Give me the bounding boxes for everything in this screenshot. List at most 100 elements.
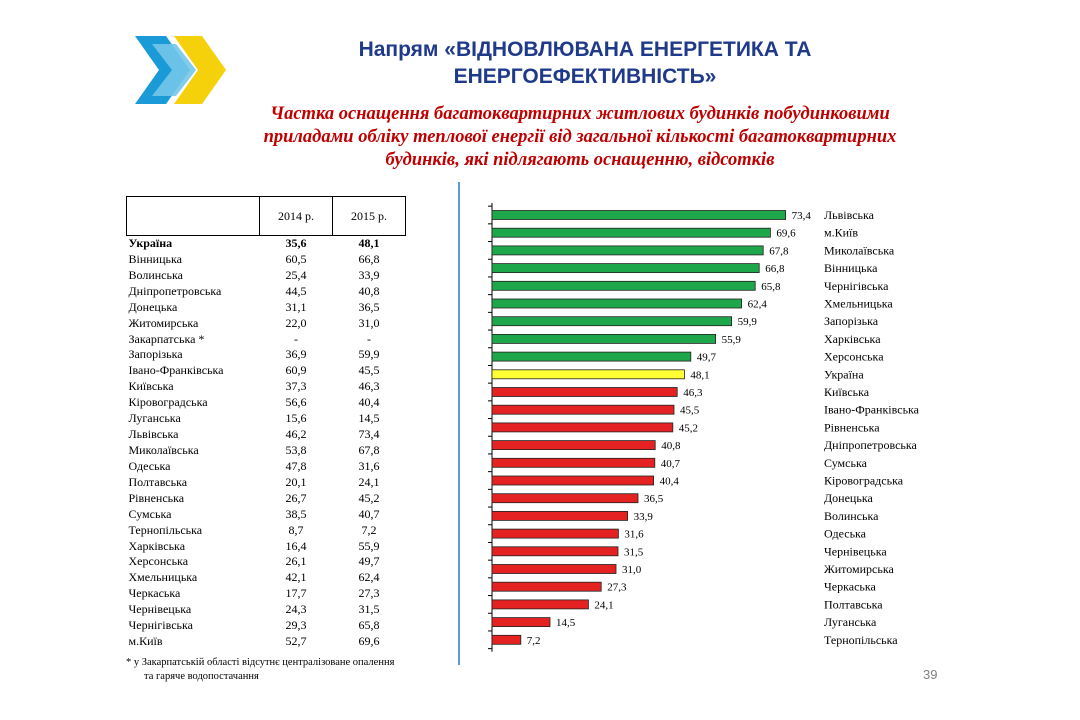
table-row: Запорізька 36,9 59,9 bbox=[127, 347, 406, 363]
table-cell-2014: 36,9 bbox=[285, 347, 307, 362]
table-cell-2014: 8,7 bbox=[288, 522, 304, 537]
chart-value-label: 40,4 bbox=[660, 476, 680, 488]
table-cell-region: Закарпатська * bbox=[128, 331, 205, 346]
table-cell-region: Донецька bbox=[128, 299, 178, 314]
table-cell-2014: 20,1 bbox=[285, 474, 307, 489]
chart-bar bbox=[491, 634, 522, 645]
table-cell-2014: 16,4 bbox=[285, 538, 307, 553]
chart-bar bbox=[491, 280, 756, 291]
chart-category-label: Запорізька bbox=[824, 314, 879, 328]
table-row: Волинська 25,4 33,9 bbox=[127, 268, 406, 284]
chart-value-label: 69,6 bbox=[776, 228, 796, 240]
chart-bar bbox=[491, 351, 692, 362]
table-row: Луганська 15,6 14,5 bbox=[127, 411, 406, 427]
chart-category-label: Житомирська bbox=[824, 562, 894, 576]
table-row: м.Київ 52,7 69,6 bbox=[127, 634, 406, 650]
table-row: Харківська 16,4 55,9 bbox=[127, 539, 406, 555]
chart-value-label: 67,8 bbox=[769, 245, 789, 257]
chart-bar bbox=[491, 617, 551, 628]
chart-bar bbox=[491, 316, 733, 327]
chart-value-label: 45,5 bbox=[680, 405, 700, 417]
table-cell-2014: - bbox=[294, 331, 298, 346]
table-cell-2014: 31,1 bbox=[285, 299, 307, 314]
table-cell-2014: 15,6 bbox=[285, 411, 307, 426]
table-cell-2015: 31,5 bbox=[358, 602, 380, 617]
table-cell-region: Харківська bbox=[128, 538, 186, 553]
chart-value-label: 7,2 bbox=[527, 635, 541, 647]
chart-value-label: 45,2 bbox=[679, 422, 698, 434]
table-row: Донецька 31,1 36,5 bbox=[127, 300, 406, 316]
table-cell-2014: 56,6 bbox=[285, 395, 307, 410]
table-row: Миколаївська 53,8 67,8 bbox=[127, 443, 406, 459]
table-cell-region: Тернопільська bbox=[128, 522, 203, 537]
table-cell-2015: 65,8 bbox=[358, 618, 380, 633]
slide-title-line-2: ЕНЕРГОЕФЕКТИВНІСТЬ» bbox=[453, 65, 717, 88]
table-cell-2014: 25,4 bbox=[285, 267, 307, 282]
table-cell-2015: 55,9 bbox=[358, 538, 380, 553]
table-cell-2015: 49,7 bbox=[358, 554, 380, 569]
chart-bar bbox=[491, 546, 619, 557]
chart-bar bbox=[491, 528, 619, 539]
table-row: Хмельницька 42,1 62,4 bbox=[127, 570, 406, 586]
table-row: Львівська 46,2 73,4 bbox=[127, 427, 406, 443]
footnote-line-1: * у Закарпатській області відсутнє центр… bbox=[126, 657, 395, 668]
table-cell-2015: 40,8 bbox=[358, 283, 380, 298]
table-row: Херсонська 26,1 49,7 bbox=[127, 554, 406, 570]
table-cell-2015: 40,4 bbox=[358, 395, 380, 410]
chart-value-label: 40,7 bbox=[661, 458, 681, 470]
chart-bar bbox=[491, 210, 787, 220]
table-cell-2015: 40,7 bbox=[358, 506, 380, 521]
table-row: Київська 37,3 46,3 bbox=[127, 379, 406, 395]
table-cell-2015: 48,1 bbox=[332, 234, 406, 252]
chart-value-label: 73,4 bbox=[792, 210, 812, 222]
table-row: Вінницька 60,5 66,8 bbox=[127, 252, 406, 268]
chart-category-label: Донецька bbox=[824, 491, 873, 505]
table-cell-2015: 73,4 bbox=[358, 427, 380, 442]
table-cell-2014: 29,3 bbox=[285, 618, 307, 633]
chart-category-label: Харківська bbox=[824, 332, 881, 346]
chart-category-label: Полтавська bbox=[824, 597, 883, 611]
table-cell-region: Львівська bbox=[128, 427, 179, 442]
table-cell-2015: 66,8 bbox=[358, 251, 380, 266]
chart-value-label: 40,8 bbox=[661, 440, 681, 452]
table-cell-region: Полтавська bbox=[128, 474, 188, 489]
table-header-2014: 2014 р. bbox=[259, 196, 333, 236]
chart-category-label: Рівненська bbox=[824, 420, 880, 434]
table-body: Україна 35,6 48,1 Вінницька 60,5 66,8 Волинськ… bbox=[126, 234, 406, 650]
chart-value-label: 33,9 bbox=[634, 511, 654, 523]
chart-value-label: 31,6 bbox=[624, 529, 644, 541]
table-cell-region: Вінницька bbox=[128, 251, 182, 266]
table-cell-2014: 17,7 bbox=[285, 586, 307, 601]
table-cell-region: Херсонська bbox=[128, 554, 189, 569]
table-row: Чернівецька 24,3 31,5 bbox=[127, 602, 406, 618]
table-cell-2015: 62,4 bbox=[358, 570, 380, 585]
table-cell-2014: 60,9 bbox=[285, 363, 307, 378]
table-header-region bbox=[126, 196, 260, 236]
chart-category-label: Дніпропетровська bbox=[824, 438, 918, 452]
table-cell-2014: 38,5 bbox=[285, 506, 307, 521]
table-cell-2015: 7,2 bbox=[361, 522, 377, 537]
page-number: 39 bbox=[923, 667, 938, 682]
table-row: Дніпропетровська 44,5 40,8 bbox=[127, 284, 406, 300]
table-cell-2015: 27,3 bbox=[358, 586, 380, 601]
table-cell-2014: 47,8 bbox=[285, 458, 307, 473]
chart-bar bbox=[491, 581, 602, 592]
table-cell-region: Житомирська bbox=[128, 315, 199, 330]
chart-value-label: 62,4 bbox=[748, 299, 768, 311]
table-row: Україна 35,6 48,1 bbox=[126, 234, 406, 252]
chart-category-label: Тернопільська bbox=[824, 633, 898, 647]
chart-bar bbox=[491, 493, 639, 504]
chart-category-label: Чернігівська bbox=[824, 279, 889, 293]
chart-category-label: Вінницька bbox=[824, 261, 878, 275]
table-row: Тернопільська 8,7 7,2 bbox=[127, 523, 406, 539]
table-cell-region: Дніпропетровська bbox=[128, 283, 222, 298]
table-cell-2014: 35,6 bbox=[259, 234, 333, 252]
table-cell-2014: 22,0 bbox=[285, 315, 307, 330]
chart-category-label: Хмельницька bbox=[824, 297, 893, 311]
table-cell-region: Запорізька bbox=[128, 347, 183, 362]
slide-title-line-1: Напрям «ВІДНОВЛЮВАНА ЕНЕРГЕТИКА ТА bbox=[358, 38, 812, 61]
table-cell-region: Черкаська bbox=[128, 586, 181, 601]
chart-bar bbox=[491, 404, 675, 415]
footnote-line-2: та гаряче водопостачання bbox=[144, 671, 259, 682]
table-cell-2014: 37,3 bbox=[285, 379, 307, 394]
